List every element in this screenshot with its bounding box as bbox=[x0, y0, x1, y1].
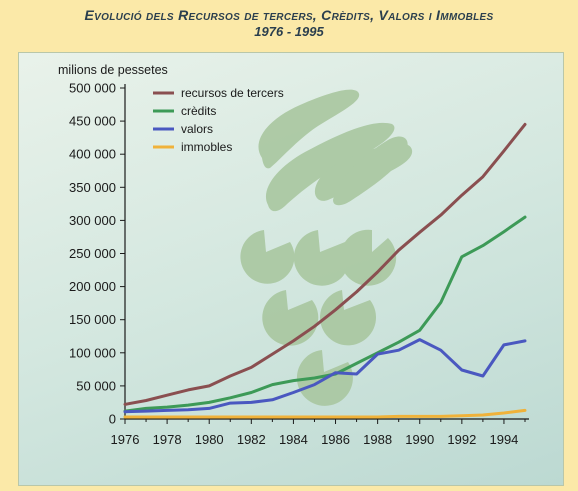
grape-shape bbox=[293, 230, 350, 286]
x-tick-label: 1982 bbox=[237, 432, 266, 447]
x-tick-label: 1990 bbox=[405, 432, 434, 447]
y-tick-label: 100 000 bbox=[69, 345, 116, 360]
grape-shape bbox=[262, 290, 319, 346]
y-tick-label: 500 000 bbox=[69, 81, 116, 96]
legend-label: recursos de tercers bbox=[181, 86, 284, 100]
leaf-shape bbox=[333, 136, 408, 206]
series-line-valors bbox=[123, 338, 527, 414]
legend-label: immobles bbox=[181, 140, 232, 154]
chart-subtitle: 1976 - 1995 bbox=[254, 24, 324, 39]
x-tick-label: 1978 bbox=[153, 432, 182, 447]
chart-series bbox=[123, 122, 527, 419]
grape-shape bbox=[320, 290, 377, 346]
x-tick-label: 1994 bbox=[489, 432, 518, 447]
x-tick-label: 1986 bbox=[321, 432, 350, 447]
x-tick-label: 1992 bbox=[447, 432, 476, 447]
x-tick-label: 1980 bbox=[195, 432, 224, 447]
y-axis-label: milions de pessetes bbox=[58, 63, 168, 77]
legend-label: valors bbox=[181, 122, 213, 136]
series-line-recursos-de-tercers bbox=[123, 122, 527, 406]
x-tick-label: 1988 bbox=[363, 432, 392, 447]
chart-legend: recursos de tercers crèdits valors immobles bbox=[153, 86, 284, 154]
legend-label: crèdits bbox=[181, 104, 216, 118]
leaf-shape bbox=[265, 122, 395, 212]
leaf-shape bbox=[258, 89, 360, 169]
y-tick-label: 350 000 bbox=[69, 180, 116, 195]
y-tick-label: 450 000 bbox=[69, 114, 116, 129]
chart-axes: 0 50 000 100 000 150 000 200 000 250 000 300 0… bbox=[69, 81, 529, 447]
grape-shape bbox=[240, 230, 295, 284]
y-tick-label: 400 000 bbox=[69, 147, 116, 162]
series-line-credits bbox=[123, 215, 527, 413]
y-tick-label: 0 bbox=[109, 412, 116, 427]
chart-title: Evolució dels Recursos de tercers, Crèdi… bbox=[84, 7, 494, 23]
y-tick-label: 150 000 bbox=[69, 312, 116, 327]
x-tick-label: 1976 bbox=[111, 432, 140, 447]
y-tick-label: 250 000 bbox=[69, 246, 116, 261]
x-tick-label: 1984 bbox=[279, 432, 308, 447]
y-tick-label: 300 000 bbox=[69, 213, 116, 228]
y-tick-label: 200 000 bbox=[69, 279, 116, 294]
y-tick-label: 50 000 bbox=[76, 378, 116, 393]
grape-shape bbox=[340, 229, 397, 286]
chart-header: Evolució dels Recursos de tercers, Crèdi… bbox=[0, 0, 578, 50]
series-line-immobles bbox=[123, 408, 527, 419]
